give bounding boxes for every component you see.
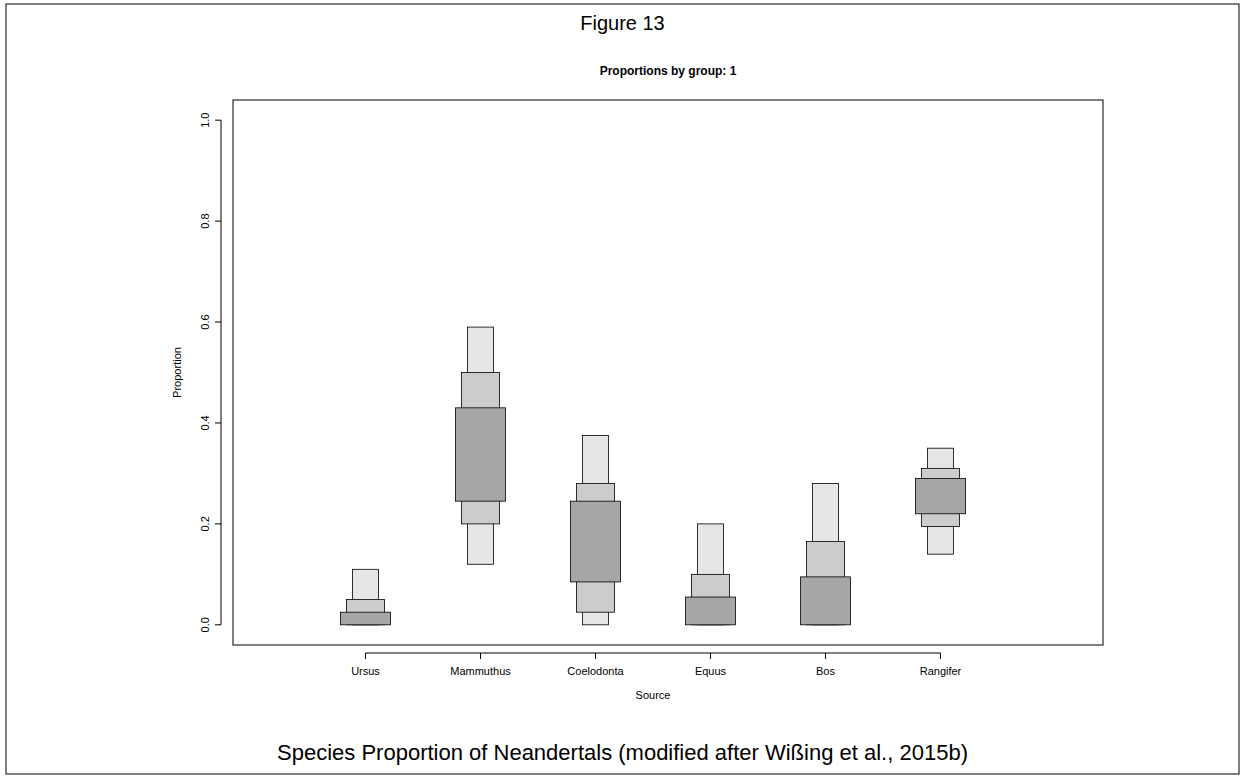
x-tick-label: Rangifer: [920, 665, 962, 677]
y-axis-line: [221, 120, 222, 625]
caption: Species Proportion of Neandertals (modif…: [277, 740, 968, 765]
y-tick: [215, 624, 221, 625]
x-tick-label: Coelodonta: [567, 665, 624, 677]
chart: Figure 13 Species Proportion of Neanderta…: [0, 0, 1245, 779]
y-tick-label: 1.0: [199, 113, 211, 128]
interval-box: [686, 597, 736, 625]
interval-box: [341, 612, 391, 625]
x-tick: [710, 653, 711, 659]
y-tick-label: 0.6: [199, 314, 211, 329]
x-tick-label: Bos: [816, 665, 835, 677]
x-tick-label: Mammuthus: [450, 665, 511, 677]
figure-border: [6, 4, 1239, 774]
interval-box: [916, 478, 966, 513]
x-tick-label: Ursus: [351, 665, 380, 677]
y-axis-title: Proportion: [171, 347, 183, 398]
x-axis-title: Source: [636, 689, 671, 701]
marks: [341, 327, 966, 625]
plot-title: Proportions by group: 1: [600, 64, 737, 78]
x-tick: [365, 653, 366, 659]
x-axis-line: [366, 653, 941, 654]
y-tick-label: 0.4: [199, 415, 211, 430]
x-tick: [825, 653, 826, 659]
background: [0, 0, 1245, 779]
figure-title: Figure 13: [580, 12, 665, 34]
y-tick-label: 0.8: [199, 213, 211, 228]
x-tick: [480, 653, 481, 659]
y-tick-label: 0.2: [199, 516, 211, 531]
interval-box: [801, 577, 851, 625]
interval-box: [456, 408, 506, 501]
interval-box: [571, 501, 621, 582]
plot-frame: [233, 100, 1103, 645]
x-tick: [940, 653, 941, 659]
y-tick-label: 0.0: [199, 617, 211, 632]
y-tick: [215, 523, 221, 524]
y-tick: [215, 322, 221, 323]
y-tick: [215, 221, 221, 222]
x-tick-label: Equus: [695, 665, 727, 677]
y-tick: [215, 422, 221, 423]
x-tick: [595, 653, 596, 659]
y-tick: [215, 120, 221, 121]
